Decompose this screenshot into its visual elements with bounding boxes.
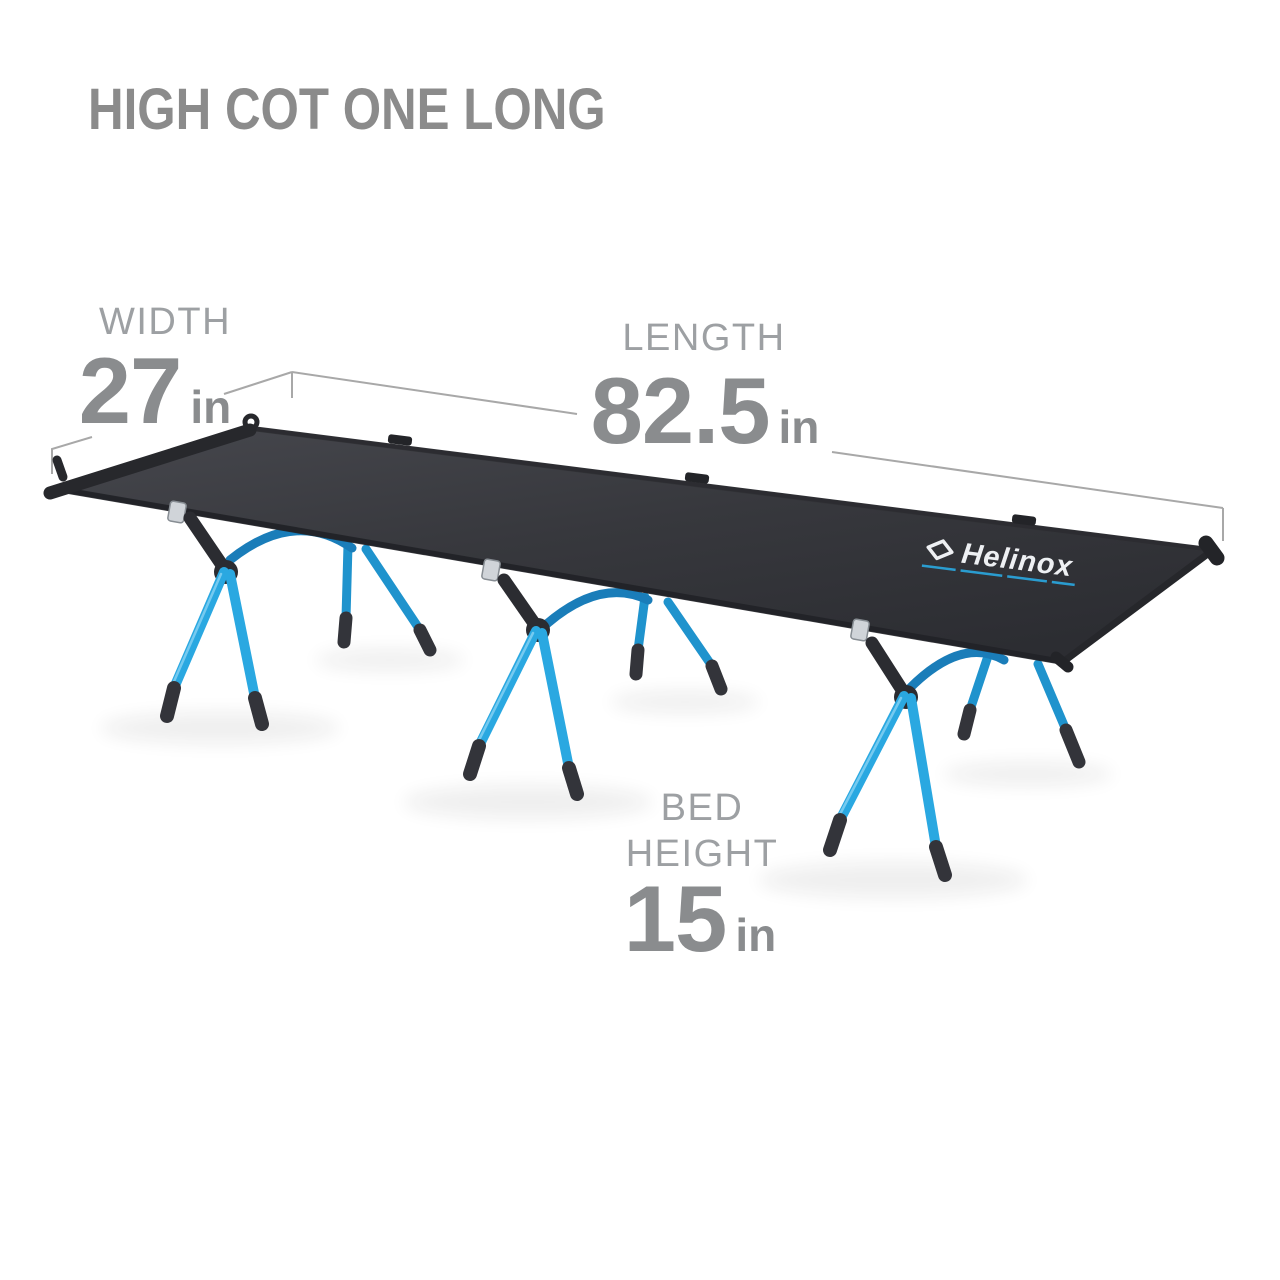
dimension-line-width xyxy=(51,371,293,474)
width-value-unit: in xyxy=(190,381,232,433)
length-value-number: 82.5 xyxy=(590,358,771,463)
bed-surface xyxy=(54,425,1217,666)
leg-foot xyxy=(160,681,952,882)
end-bar-left xyxy=(43,413,260,500)
frame-ring xyxy=(167,500,870,642)
bed-height-value-unit: in xyxy=(735,909,777,961)
length-value-unit: in xyxy=(778,401,820,453)
page-title: HIGH COT ONE LONG xyxy=(88,77,606,142)
frame-bracket xyxy=(183,511,911,700)
rail-tabs xyxy=(387,434,1037,526)
bed-height-value-number: 15 xyxy=(623,866,728,971)
leg-foot xyxy=(337,611,1086,769)
bed-height-value: 15 in xyxy=(555,872,845,966)
length-label: LENGTH xyxy=(622,317,786,359)
width-label: WIDTH xyxy=(98,301,232,343)
logo-diamond-icon xyxy=(926,539,954,561)
width-value: 27 in xyxy=(45,344,265,438)
cot-near-legs xyxy=(160,567,952,882)
length-value: 82.5 in xyxy=(520,364,890,458)
logo-tagline xyxy=(921,564,1075,587)
width-value-number: 27 xyxy=(78,338,183,443)
dimension-line-length xyxy=(291,371,1224,541)
end-bar-right xyxy=(1050,535,1225,673)
bed-height-label: BED HEIGHT xyxy=(625,787,779,875)
cot-far-legs xyxy=(337,540,1086,769)
